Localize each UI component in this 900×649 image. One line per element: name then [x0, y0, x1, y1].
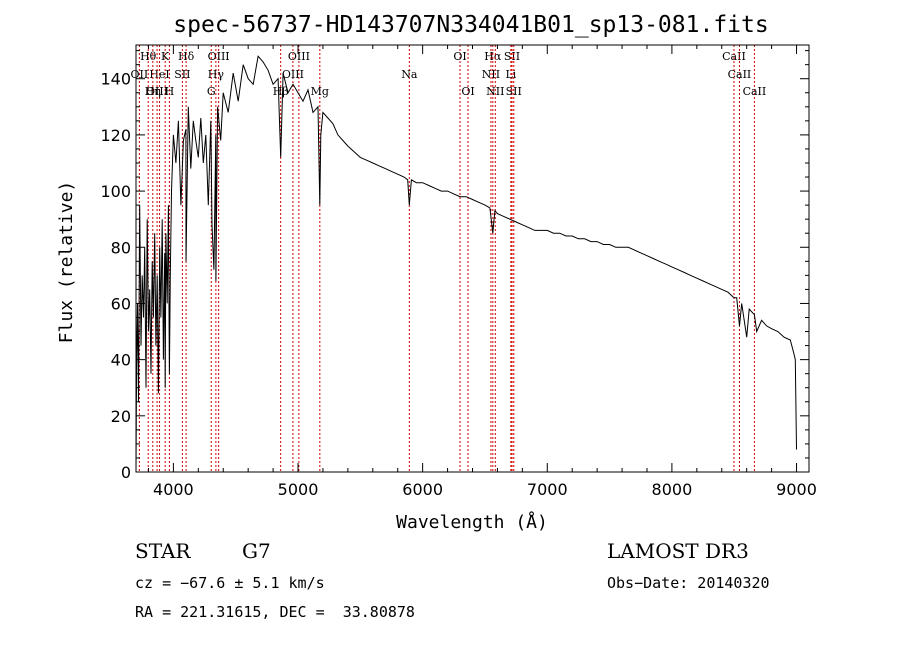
emission-line-label: OIII [288, 50, 310, 63]
emission-line-label: OIII [146, 85, 168, 98]
chart-title: spec-56737-HD143707N334041B01_sp13-081.f… [173, 12, 768, 38]
y-tick-label: 40 [111, 351, 131, 370]
x-tick-label: 5000 [278, 480, 319, 499]
emission-line-label: Hδ [178, 50, 195, 63]
emission-line-label: HeI [149, 68, 169, 81]
object-subclass: G7 [242, 539, 271, 563]
spectrum-line [135, 55, 797, 473]
x-tick-label: 9000 [776, 480, 817, 499]
emission-line-label: OIII [208, 50, 230, 63]
emission-line-label: Hγ [208, 68, 225, 81]
emission-line-label: OIII [282, 68, 304, 81]
emission-line-label: NII [486, 85, 504, 98]
obs-date-text: Obs−Date: 20140320 [607, 574, 770, 592]
emission-line-label: Hβ [273, 85, 289, 98]
x-tick-label: 8000 [652, 480, 693, 499]
x-tick-label: 7000 [527, 480, 568, 499]
y-axis-label: Flux (relative) [56, 181, 77, 344]
emission-line-label: Hα [484, 50, 502, 63]
y-tick-label: 120 [100, 126, 131, 145]
x-axis: 4000 5000 6000 7000 8000 9000 [147, 45, 817, 499]
emission-line-label: CaII [743, 85, 767, 98]
y-tick-label: 0 [121, 463, 131, 482]
emission-line-label: Li [505, 68, 516, 81]
y-tick-label: 60 [111, 294, 131, 313]
object-class: STAR [135, 539, 191, 563]
emission-line-label: Hθ [140, 50, 157, 63]
emission-line-label: SII [506, 85, 522, 98]
plot-frame [135, 44, 810, 473]
x-tick-label: 4000 [153, 480, 194, 499]
y-tick-label: 80 [111, 238, 131, 257]
emission-line-label: OI [453, 50, 466, 63]
redshift-text: cz = −67.6 ± 5.1 km/s [135, 574, 325, 592]
emission-line-label: Mg [311, 85, 329, 98]
y-tick-label: 20 [111, 407, 131, 426]
emission-line-label: CaII [728, 68, 752, 81]
x-axis-label: Wavelength (Å) [396, 511, 548, 533]
emission-line-label: G [207, 85, 216, 98]
coordinates-text: RA = 221.31615, DEC = 33.80878 [135, 603, 415, 621]
emission-line-label: SII [504, 50, 520, 63]
emission-line-label: NII [482, 68, 500, 81]
emission-line-label: OI [461, 85, 474, 98]
y-tick-label: 100 [100, 182, 131, 201]
emission-line-label: Hη [145, 85, 161, 98]
emission-line-label: Na [401, 68, 418, 81]
y-tick-label: 140 [100, 70, 131, 89]
emission-line-label: H [165, 85, 175, 98]
spectrum-series [135, 55, 797, 473]
y-axis: 0 20 40 60 80 100 120 140 [100, 50, 809, 482]
x-tick-label: 6000 [402, 480, 443, 499]
survey-name: LAMOST DR3 [607, 539, 749, 563]
emission-line-label: CaII [722, 50, 746, 63]
emission-line-label: OII [131, 68, 149, 81]
emission-line-label: SII [174, 68, 190, 81]
emission-line-label: K [161, 50, 170, 63]
